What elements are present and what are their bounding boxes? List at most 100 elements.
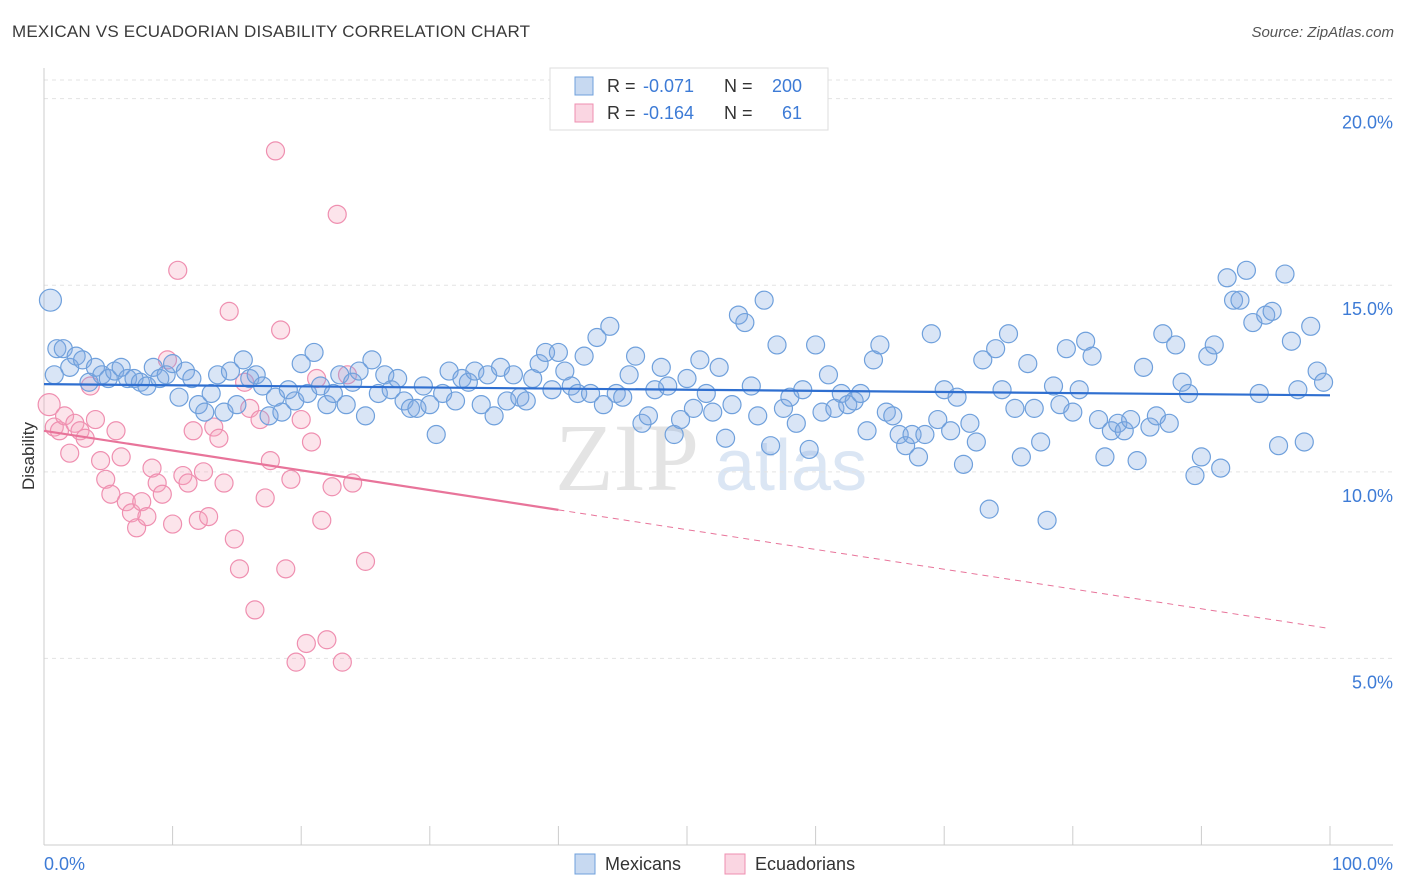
mexicans-point — [600, 316, 620, 336]
ecuadorians-point — [199, 507, 219, 527]
mexicans-point — [1211, 458, 1231, 478]
mexicans-point — [381, 380, 401, 400]
mexicans-point — [1294, 432, 1314, 452]
mexicans-point — [1236, 260, 1257, 280]
mexicans-point — [703, 402, 723, 422]
mexicans-point — [1031, 432, 1051, 452]
mexicans-point — [1005, 398, 1025, 418]
ecuadorians-point — [271, 320, 291, 340]
ecuadorians-point — [296, 633, 316, 654]
ecuadorians-point — [85, 409, 106, 430]
y-tick-label: 15.0% — [1342, 299, 1393, 319]
mexicans-point — [1217, 268, 1237, 288]
bottom-legend-ecuadorians: Ecuadorians — [755, 854, 855, 874]
mexicans-point — [741, 376, 761, 396]
bottom-legend-mexicans: Mexicans — [605, 854, 681, 874]
mexicans-point — [1204, 335, 1224, 355]
trend-line-ecuadorians — [43, 429, 559, 511]
mexicans-point — [1133, 357, 1154, 377]
mexicans-point — [722, 395, 742, 415]
mexicans-point — [715, 428, 736, 448]
mexicans-point — [355, 406, 376, 426]
mexicans-point — [690, 350, 710, 370]
mexicans-point — [317, 395, 337, 415]
ecuadorians-point — [132, 492, 152, 512]
ecuadorians-point — [255, 488, 275, 508]
mexicans-point — [1024, 398, 1044, 418]
ecuadorians-point — [183, 421, 203, 441]
mexicans-point — [98, 368, 118, 389]
mexicans-point — [619, 365, 639, 385]
y-tick-label: 10.0% — [1342, 486, 1393, 506]
bottom-legend: Mexicans Ecuadorians — [574, 853, 855, 875]
mexicans-point — [1159, 413, 1179, 433]
ecuadorians-point — [286, 652, 306, 672]
mexicans-point — [1313, 372, 1334, 392]
ecuadorians-point — [101, 484, 121, 504]
mexicans-point — [786, 413, 806, 433]
mexicans-point — [349, 361, 369, 381]
mexicans-point — [625, 346, 646, 366]
ecuadorians-point — [224, 529, 244, 549]
ecuadorians-point — [281, 469, 301, 489]
mexicans-point — [1275, 264, 1295, 284]
legend-swatch-ecuadorians — [574, 103, 594, 123]
mexicans-point — [857, 421, 877, 441]
mexicans-point — [1056, 339, 1076, 359]
mexicans-point — [1153, 324, 1173, 344]
ecuadorians-point — [291, 409, 311, 430]
mexicans-point — [1281, 331, 1302, 351]
mexicans-point — [670, 409, 691, 430]
mexicans-point — [1011, 447, 1031, 467]
mexicans-point — [304, 342, 324, 363]
ecuadorians-point — [168, 260, 188, 280]
mexicans-point — [735, 312, 755, 333]
mexicans-point — [998, 324, 1019, 344]
ecuadorians-point — [106, 421, 126, 441]
ecuadorians-point — [214, 473, 234, 493]
mexicans-point — [979, 499, 999, 519]
ecuadorians-point — [327, 204, 347, 224]
legend-n-label-ecuadorians: N = — [724, 103, 753, 123]
ecuadorians-point — [90, 451, 111, 471]
mexicans-point — [638, 406, 659, 426]
mexicans-point — [1069, 380, 1089, 400]
trend-line-mexicans — [43, 383, 1331, 397]
legend-swatch-mexicans — [574, 76, 594, 96]
ecuadorians-point — [301, 432, 322, 452]
mexicans-point — [812, 402, 832, 422]
ecuadorians-point — [137, 507, 157, 527]
mexicans-point — [1043, 376, 1064, 396]
legend-n-label-mexicans: N = — [724, 76, 753, 96]
ecuadorians-point — [116, 492, 136, 512]
mexicans-point — [883, 406, 903, 426]
ecuadorians-point — [37, 393, 61, 417]
mexicans-point — [992, 380, 1012, 400]
mexicans-point — [593, 395, 614, 415]
legend-r-label-mexicans: R = — [607, 76, 636, 96]
ecuadorians-point — [188, 510, 208, 530]
mexicans-point — [728, 305, 749, 325]
mexicans-point — [683, 398, 704, 418]
ecuadorians-point — [322, 477, 342, 497]
legend-n-value-mexicans: 200 — [772, 76, 802, 96]
mexicans-point — [908, 447, 929, 467]
mexicans-point — [426, 424, 446, 445]
ecuadorians-point — [54, 406, 75, 426]
ecuadorians-point — [332, 652, 352, 672]
bottom-legend-swatch-mexicans — [574, 853, 596, 875]
mexicans-point — [259, 406, 279, 426]
mexicans-point — [1301, 316, 1321, 336]
mexicans-point — [587, 327, 607, 348]
mexicans-point — [921, 324, 941, 344]
x-tick-label-max: 100.0% — [1332, 854, 1393, 874]
mexicans-point — [896, 436, 916, 456]
mexicans-point — [1018, 354, 1038, 374]
legend-r-value-ecuadorians: -0.164 — [643, 103, 694, 123]
mexicans-point — [696, 383, 716, 404]
mexicans-point — [561, 376, 581, 396]
mexicans-point — [188, 395, 208, 415]
ecuadorians-point — [147, 473, 167, 493]
source-label: Source: ZipAtlas.com — [1251, 24, 1394, 41]
